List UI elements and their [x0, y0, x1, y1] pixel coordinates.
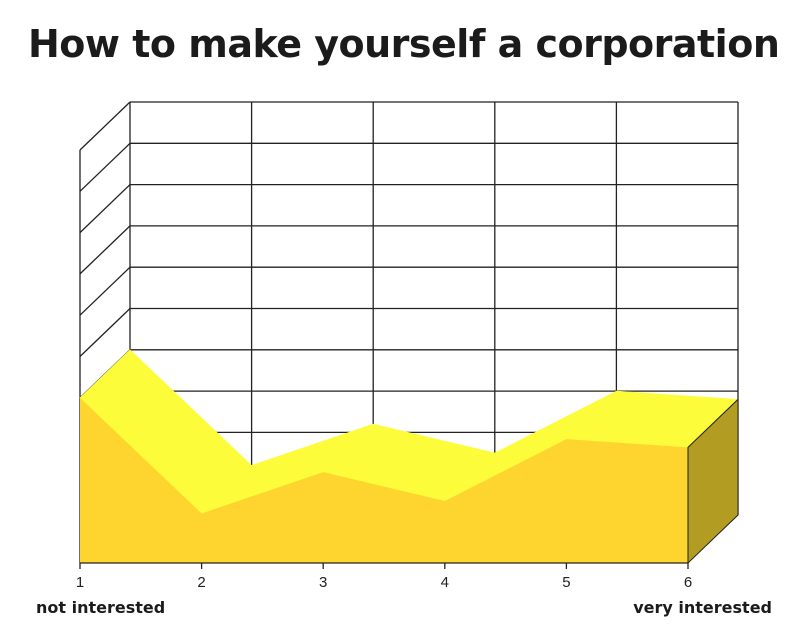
- low-end-label: not interested: [36, 598, 166, 617]
- x-tick-label: 5: [562, 574, 570, 591]
- x-axis: 1 2 3 4 5 6: [76, 562, 692, 591]
- area-series: [79, 349, 739, 565]
- x-tick-label: 3: [319, 574, 327, 591]
- side-gridline: [79, 101, 131, 151]
- area-side-face: [687, 398, 739, 565]
- side-gridline: [79, 266, 131, 316]
- back-grid: [129, 101, 739, 516]
- x-tick-label: 2: [197, 574, 205, 591]
- area-front-face: [80, 397, 688, 563]
- x-tick-label: 1: [76, 574, 84, 591]
- high-end-label: very interested: [633, 598, 772, 617]
- side-gridline: [79, 225, 131, 275]
- side-gridline: [79, 308, 131, 357]
- side-gridline: [79, 184, 131, 234]
- x-tick-label: 4: [441, 574, 449, 591]
- x-tick-label: 6: [684, 574, 692, 591]
- chart-title: How to make yourself a corporation: [28, 22, 780, 66]
- side-gridline: [79, 142, 131, 192]
